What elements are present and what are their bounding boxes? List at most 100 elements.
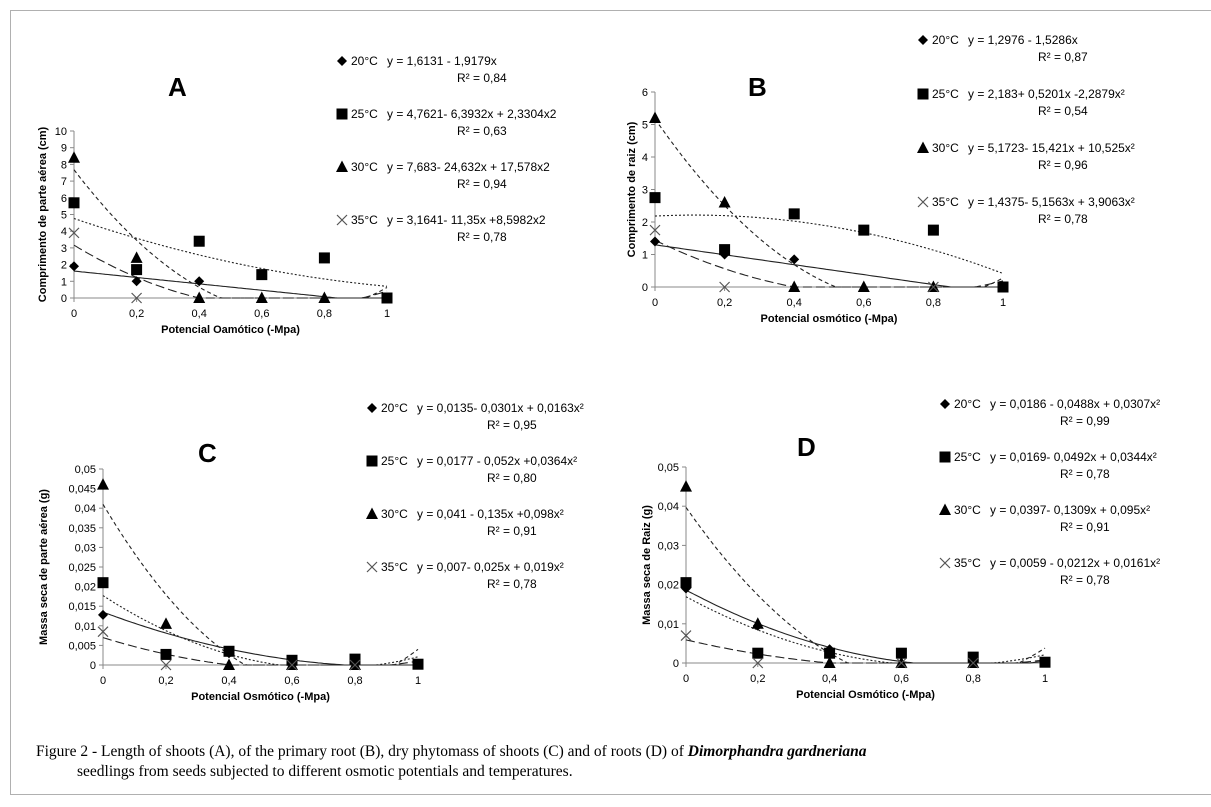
legend-r2: R² = 0,78 [1060,573,1110,587]
legend-equation: y = 1,6131 - 1,9179x [387,54,497,68]
legend-marker [917,88,929,100]
trend-line-30c [73,169,388,299]
y-tick-label: 2 [61,260,67,272]
data-point-25c [680,577,692,589]
x-tick-label: 0,8 [317,308,332,320]
y-tick-label: 0,05 [75,464,96,476]
trend-line-25c [685,596,1046,664]
y-tick-label: 5 [642,120,648,132]
data-point-20c [69,261,79,272]
y-tick-label: 3 [61,243,67,255]
trend-line-20c [685,589,1046,664]
y-tick-label: 0,01 [658,619,679,631]
data-point-25c [131,264,143,276]
trend-line-35c [102,637,419,666]
trend-line-35c [685,639,1046,664]
data-point-25c [997,281,1009,293]
y-tick-label: 0,045 [68,484,96,496]
data-point-30c [857,280,870,292]
data-point-20c [650,236,660,247]
x-tick-label: 0,6 [894,673,909,685]
legend-r2: R² = 0,54 [1038,104,1088,118]
legend-r2: R² = 0,84 [457,71,507,85]
data-point-30c [823,656,836,668]
x-tick-label: 0,4 [787,297,802,309]
y-tick-label: 5 [61,210,67,222]
data-point-35c [68,227,80,239]
legend-equation: y = 0,0059 - 0,0212x + 0,0161x² [990,556,1160,570]
data-point-25c [788,208,800,220]
legend-marker [940,399,950,409]
data-point-35c [752,657,764,669]
data-point-30c [318,291,331,303]
legend-r2: R² = 0,95 [487,418,537,432]
y-tick-label: 1 [61,276,67,288]
legend-marker [336,160,348,172]
legend-equation: y = 0,0186 - 0,0488x + 0,0307x² [990,397,1160,411]
y-axis-label: Comprimento de raiz (cm) [626,121,638,257]
legend-r2: R² = 0,91 [1060,520,1110,534]
data-point-35c [349,659,361,671]
legend-equation: y = 0,0135- 0,0301x + 0,0163x² [417,401,584,415]
y-tick-label: 0,04 [75,503,96,515]
data-point-30c [751,617,764,629]
caption-species: Dimorphandra gardneriana [687,743,867,760]
data-point-25c [824,647,836,659]
x-tick-label: 0 [683,673,689,685]
trend-line-20c [654,244,1003,288]
x-tick-label: 1 [1042,673,1048,685]
x-tick-label: 0,8 [347,675,362,687]
data-point-35c [927,281,939,293]
panel-b: B 0 0,2 0,4 0,6 0,8 1 0 1 2 3 4 5 6 Potencial osmótico… [626,33,1135,325]
data-point-25c [318,252,330,264]
y-tick-label: 6 [61,193,67,205]
panel-letter: A [168,72,187,102]
data-point-25c [858,224,870,236]
data-point-30c [68,151,80,163]
legend-equation: y = 5,1723- 15,421x + 10,525x² [968,141,1135,155]
legend-r2: R² = 0,96 [1038,158,1088,172]
legend-equation: y = 4,7621- 6,3932x + 2,3304x2 [387,107,557,121]
legend-marker [367,403,377,413]
x-tick-label: 0,2 [717,297,732,309]
figure-caption: Figure 2 - Length of shoots (A), of the … [36,742,1211,782]
legend-series-name: 30°C [932,141,959,155]
legend-marker [366,561,378,573]
trend-line-30c [654,118,1004,288]
legend-equation: y = 0,0397- 0,1309x + 0,095x² [990,503,1150,517]
y-tick-label: 0 [642,282,648,294]
y-axis-label: Comprimento de parte aérea (cm) [37,126,49,302]
x-axis-label: Potencial Osmótico (-Mpa) [796,689,935,701]
legend-series-name: 20°C [932,33,959,47]
legend-series-name: 20°C [381,401,408,415]
legend-series-name: 35°C [932,195,959,209]
y-tick-label: 0 [90,660,96,672]
y-tick-label: 0,05 [658,462,679,474]
data-point-30c [718,196,731,208]
legend-r2: R² = 0,63 [457,124,507,138]
data-point-25c [256,269,268,281]
y-tick-label: 0,02 [658,580,679,592]
x-tick-label: 1 [415,675,421,687]
data-point-25c [223,645,235,657]
legend-marker [917,141,929,153]
data-point-25c [193,235,205,247]
legend-r2: R² = 0,80 [487,471,537,485]
data-point-25c [160,648,172,660]
x-tick-label: 0,4 [221,675,236,687]
x-axis-label: Potencial Osmótico (-Mpa) [191,691,330,703]
y-tick-label: 0,04 [658,501,679,513]
y-tick-label: 0,015 [68,601,96,613]
legend-r2: R² = 0,78 [487,577,537,591]
data-point-35c [895,657,907,669]
legend-r2: R² = 0,78 [1060,467,1110,481]
data-point-20c [131,276,142,287]
legend-equation: y = 7,683- 24,632x + 17,578x2 [387,160,550,174]
x-axis-label: Potencial Oamótico (-Mpa) [161,324,300,336]
data-point-25c [97,577,109,589]
y-tick-label: 0,03 [75,542,96,554]
legend-marker [917,196,929,208]
y-tick-label: 7 [61,176,67,188]
x-tick-label: 0,4 [822,673,837,685]
